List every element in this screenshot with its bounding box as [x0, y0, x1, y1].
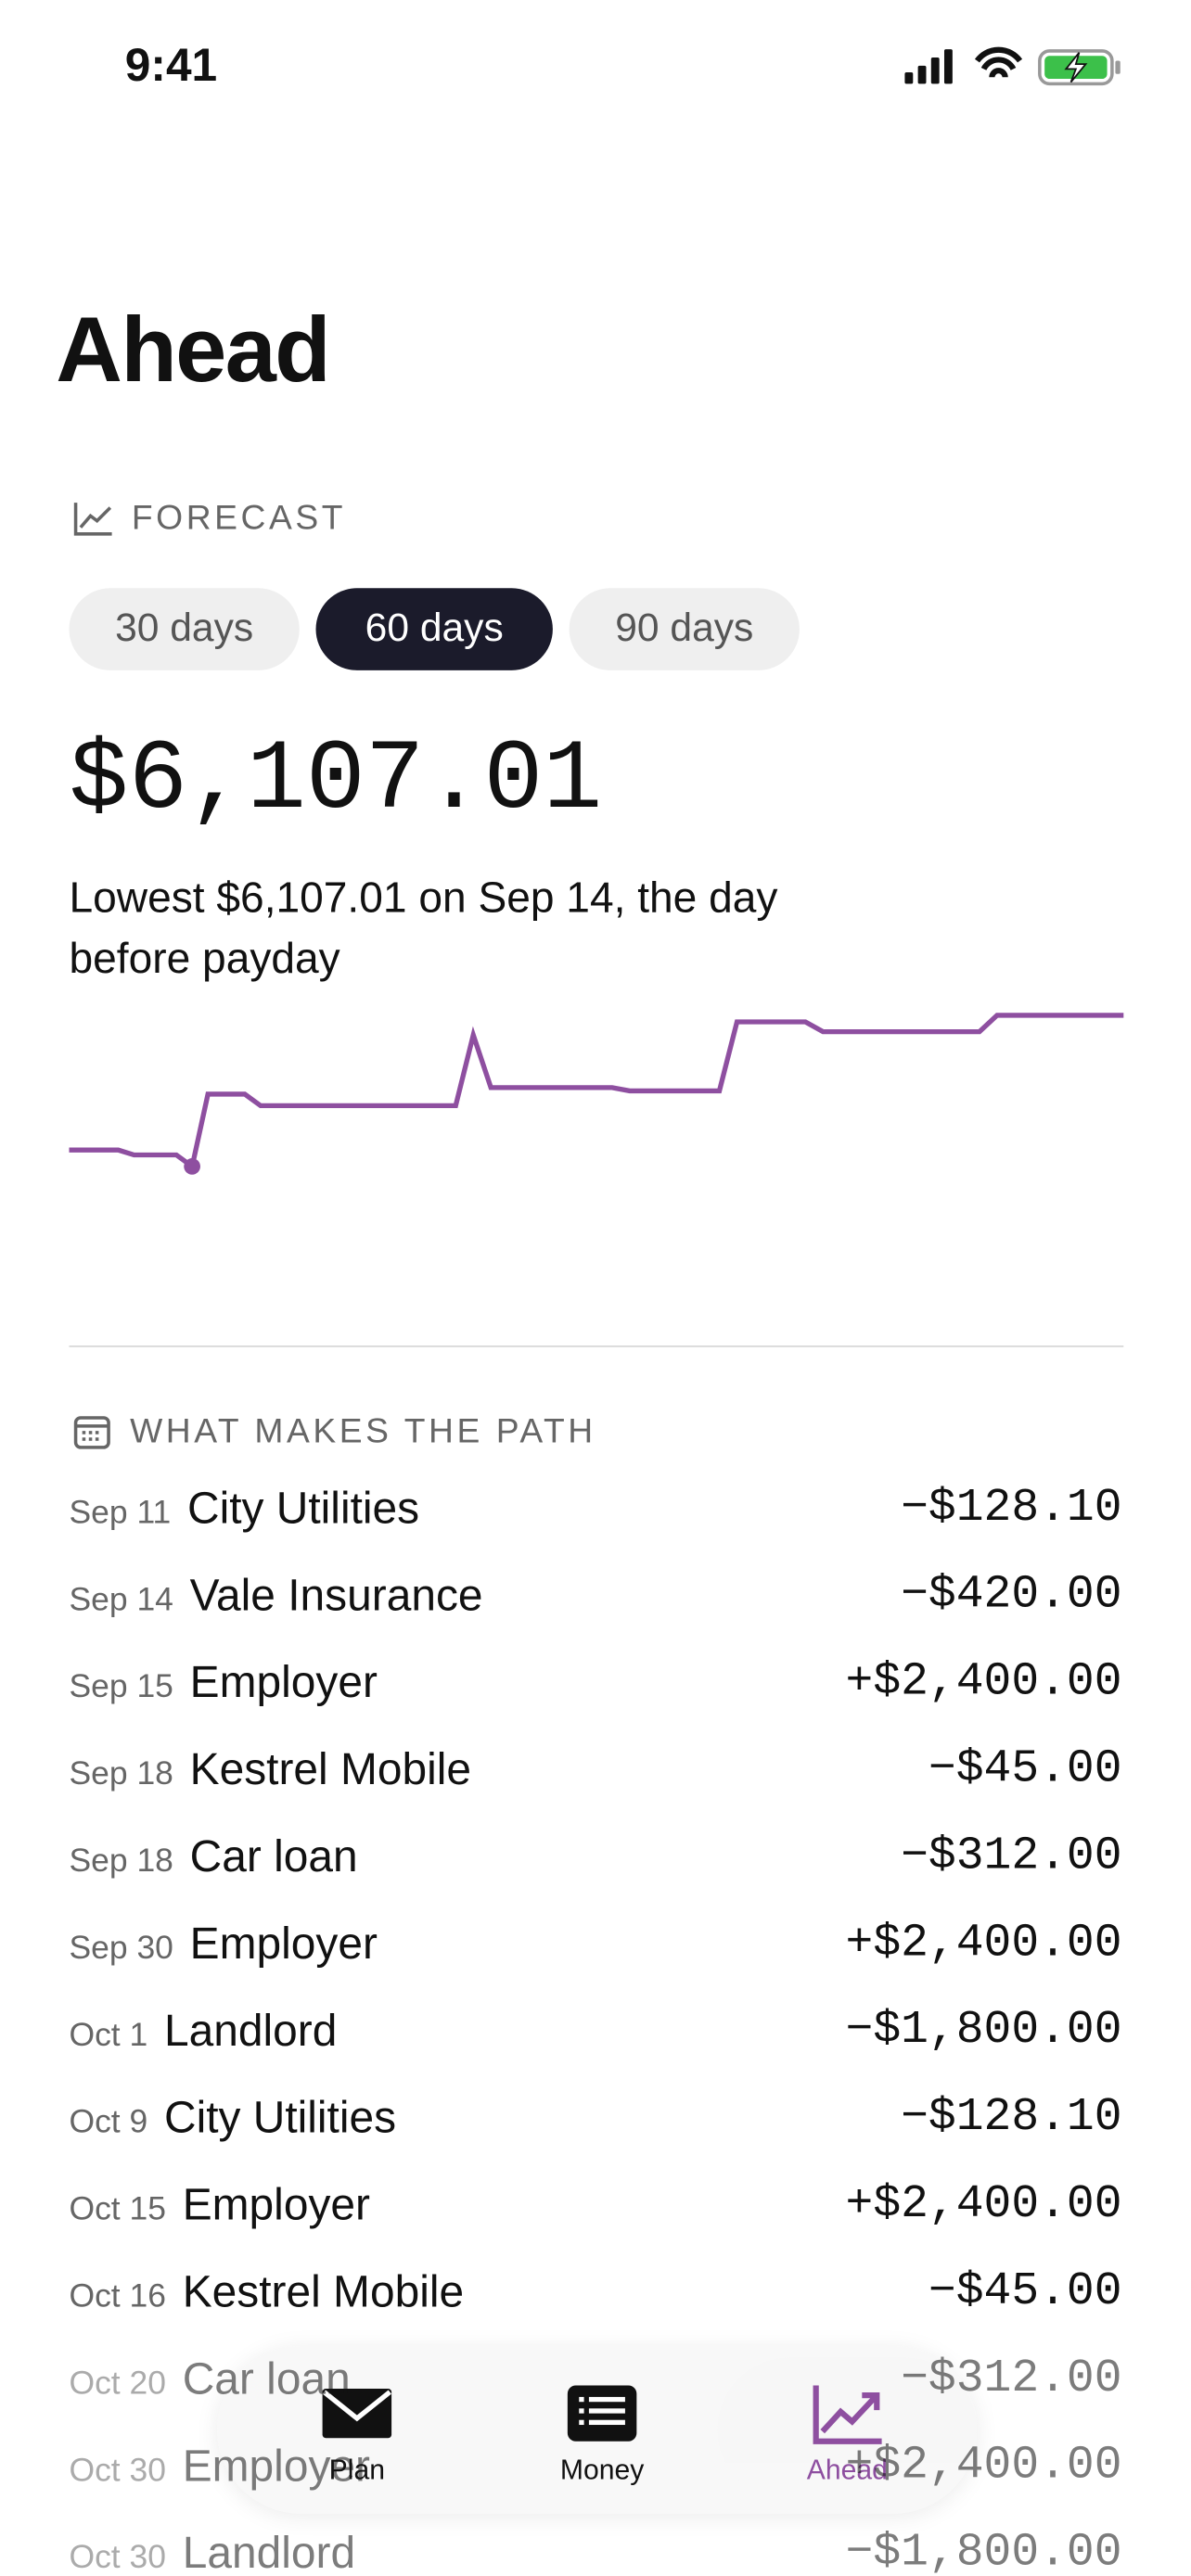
transaction-row: Oct 16 Kestrel Mobile −$45.00: [69, 2267, 1121, 2354]
transaction-row: Sep 14 Vale Insurance −$420.00: [69, 1571, 1121, 1658]
transaction-row: Oct 1 Landlord −$1,800.00: [69, 2006, 1121, 2093]
page-title: Ahead: [56, 297, 330, 402]
status-time: 9:41: [124, 39, 218, 91]
tab-bar: Plan Money Ahead: [217, 2345, 978, 2514]
transaction-name: Employer: [189, 1657, 378, 1707]
transaction-row: Oct 9 City Utilities −$128.10: [69, 2093, 1121, 2180]
transaction-date: Oct 16: [69, 2278, 166, 2315]
transaction-row: Oct 15 Employer +$2,400.00: [69, 2180, 1121, 2267]
transaction-date: Oct 30: [69, 2453, 166, 2490]
transaction-name: Employer: [189, 1919, 378, 1969]
transaction-amount: −$312.00: [901, 2353, 1122, 2405]
transaction-row: Oct 20 Car loan −$312.00: [69, 2354, 1121, 2442]
status-icons: [904, 46, 1121, 86]
lowest-point: [184, 1158, 200, 1175]
transaction-row: Sep 30 Employer +$2,400.00: [69, 1919, 1121, 2006]
transaction-name: Kestrel Mobile: [189, 1744, 472, 1794]
tab-label: Plan: [328, 2454, 386, 2486]
transaction-date: Oct 9: [69, 2104, 148, 2141]
transactions-label: WHAT MAKES THE PATH: [130, 1412, 596, 1451]
transaction-row: Sep 18 Car loan −$312.00: [69, 1831, 1121, 1919]
transaction-amount: −$312.00: [901, 1831, 1122, 1883]
tab-icon: [813, 2385, 882, 2444]
transaction-date: Sep 14: [69, 1582, 173, 1619]
tab-icon: [567, 2385, 637, 2442]
transaction-name: Vale Insurance: [189, 1570, 483, 1620]
transaction-name: Employer: [182, 2180, 370, 2230]
forecast-label: FORECAST: [131, 499, 347, 538]
transaction-name: City Utilities: [163, 2093, 397, 2143]
transaction-amount: −$1,800.00: [845, 2006, 1122, 2058]
range-chip[interactable]: 30 days: [69, 588, 300, 670]
transaction-name: Car loan: [182, 2353, 351, 2404]
transaction-amount: +$2,400.00: [845, 2441, 1122, 2493]
forecast-icon: [73, 503, 112, 536]
transaction-amount: −$128.10: [901, 1483, 1122, 1535]
transaction-name: Kestrel Mobile: [182, 2266, 465, 2317]
transaction-date: Oct 1: [69, 2017, 148, 2054]
transaction-date: Sep 15: [69, 1669, 173, 1706]
transaction-date: Sep 18: [69, 1755, 173, 1792]
tab-label: Ahead: [806, 2454, 888, 2486]
transaction-name: City Utilities: [187, 1483, 420, 1533]
transaction-date: Sep 30: [69, 1930, 173, 1967]
transaction-date: Oct 30: [69, 2540, 166, 2576]
transaction-row: Oct 30 Landlord −$1,800.00: [69, 2529, 1121, 2576]
calendar-icon: [73, 1416, 110, 1449]
transaction-amount: +$2,400.00: [845, 2180, 1122, 2231]
transaction-amount: −$420.00: [901, 1570, 1122, 1622]
tab[interactable]: Plan: [230, 2346, 483, 2514]
divider: [69, 1345, 1124, 1347]
tab-label: Money: [559, 2454, 645, 2486]
forecast-chart: [69, 1013, 1124, 1175]
range-chip[interactable]: 90 days: [569, 588, 800, 670]
forecast-line: [69, 1013, 1124, 1171]
tab[interactable]: Money: [476, 2346, 729, 2514]
transaction-row: Oct 30 Employer +$2,400.00: [69, 2442, 1121, 2529]
transaction-name: Landlord: [182, 2528, 356, 2576]
transaction-row: Sep 15 Employer +$2,400.00: [69, 1658, 1121, 1745]
transaction-amount: −$1,800.00: [845, 2528, 1122, 2576]
tab[interactable]: Ahead: [717, 2346, 978, 2514]
transaction-amount: −$45.00: [928, 2266, 1122, 2318]
transaction-row: Sep 11 City Utilities −$128.10: [69, 1484, 1121, 1571]
transaction-amount: −$128.10: [901, 2093, 1122, 2145]
tab-icon: [322, 2389, 392, 2439]
transaction-row: Sep 18 Kestrel Mobile −$45.00: [69, 1745, 1121, 1832]
transaction-name: Landlord: [163, 2006, 338, 2056]
forecast-amount: $6,107.01: [69, 726, 603, 838]
transaction-amount: −$45.00: [928, 1744, 1122, 1796]
transaction-date: Sep 18: [69, 1843, 173, 1880]
transaction-amount: +$2,400.00: [845, 1657, 1122, 1709]
transaction-amount: +$2,400.00: [845, 1919, 1122, 1970]
transaction-name: Car loan: [189, 1831, 358, 1881]
forecast-note: Lowest $6,107.01 on Sep 14, the day befo…: [69, 872, 778, 983]
transaction-date: Oct 15: [69, 2191, 166, 2228]
range-chip[interactable]: 60 days: [315, 588, 553, 670]
transaction-name: Employer: [182, 2441, 370, 2491]
transaction-date: Sep 11: [69, 1495, 172, 1532]
transaction-date: Oct 20: [69, 2366, 166, 2403]
